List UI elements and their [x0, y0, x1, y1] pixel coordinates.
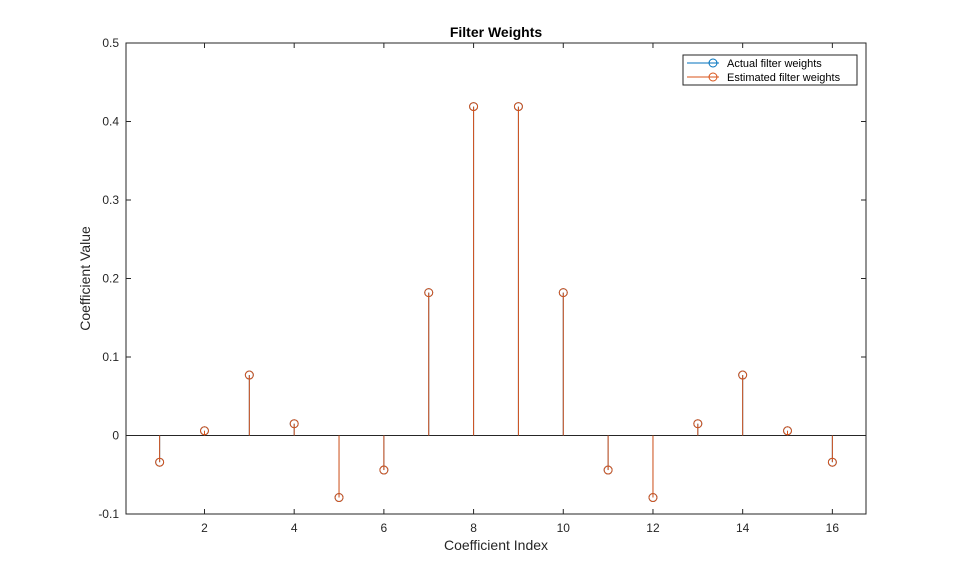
- x-tick-label: 10: [557, 521, 571, 535]
- x-axis-label: Coefficient Index: [444, 537, 548, 553]
- x-tick-label: 14: [736, 521, 750, 535]
- y-tick-label: 0: [112, 429, 119, 443]
- stem-marker: [783, 426, 793, 436]
- stem-marker: [424, 288, 434, 298]
- stem-marker: [603, 465, 613, 475]
- y-tick-label: 0.3: [102, 193, 119, 207]
- legend-label: Actual filter weights: [727, 58, 822, 70]
- stem-marker: [379, 465, 389, 475]
- x-tick-label: 4: [291, 521, 298, 535]
- legend-entries: Actual filter weights Estimated filter we…: [687, 58, 841, 84]
- stem-marker: [738, 370, 748, 380]
- stem-marker: [334, 493, 344, 503]
- stem-marker: [648, 493, 658, 503]
- y-tick-label: 0.5: [102, 36, 119, 50]
- y-tick-label: 0.2: [102, 272, 119, 286]
- y-axis-label: Coefficient Value: [77, 226, 93, 331]
- legend-marker: [708, 58, 718, 68]
- x-tick-label: 2: [201, 521, 208, 535]
- plot-area: [126, 102, 866, 503]
- y-tick-label: 0.1: [102, 350, 119, 364]
- stem-marker: [289, 419, 299, 429]
- stem-marker: [558, 288, 568, 298]
- stem-marker: [199, 426, 209, 436]
- y-tick-label: -0.1: [98, 507, 119, 521]
- legend-marker: [708, 72, 718, 82]
- stem-marker: [827, 457, 837, 467]
- legend-box: [682, 54, 858, 86]
- stem-marker: [693, 419, 703, 429]
- axis-ticks: 2 4 6 8 10 12 14 16 -0.1 0 0.1 0.2 0.3 0.4 0.5: [98, 36, 866, 535]
- legend-label: Estimated filter weights: [727, 72, 841, 84]
- legend: Actual filter weights Estimated filter we…: [682, 54, 858, 86]
- stem-marker: [513, 102, 523, 112]
- stem-marker: [244, 370, 254, 380]
- x-tick-label: 8: [470, 521, 477, 535]
- x-tick-label: 12: [646, 521, 660, 535]
- series-2: [155, 102, 837, 503]
- x-tick-label: 16: [826, 521, 840, 535]
- x-tick-label: 6: [381, 521, 388, 535]
- stem-marker: [155, 457, 165, 467]
- stem-marker: [469, 102, 479, 112]
- chart-title: Filter Weights: [450, 24, 543, 40]
- y-tick-label: 0.4: [102, 115, 119, 129]
